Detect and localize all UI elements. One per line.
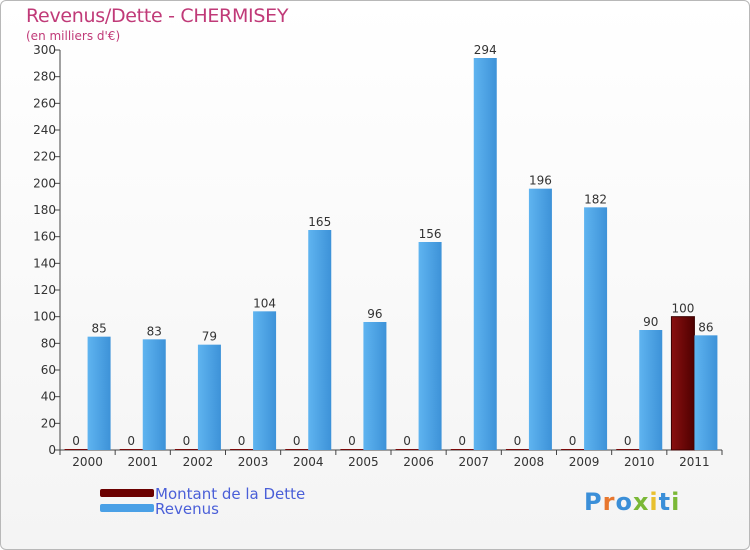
y-tick-label: 160	[33, 230, 56, 244]
y-tick-label: 20	[41, 416, 56, 430]
x-tick-label: 2010	[624, 455, 655, 469]
chart-bars	[64, 58, 718, 451]
x-tick-label: 2006	[403, 455, 434, 469]
data-label-revenus: 104	[253, 296, 276, 310]
x-tick-label: 2003	[238, 455, 269, 469]
bar-dette	[450, 449, 474, 450]
data-label-dette: 0	[183, 434, 191, 448]
x-tick-label: 2008	[514, 455, 545, 469]
bar-dette	[670, 316, 695, 451]
bar-revenus	[639, 330, 663, 450]
y-tick-label: 140	[33, 256, 56, 270]
logo-letter: o	[615, 488, 633, 516]
y-tick-label: 0	[48, 443, 56, 457]
logo-letter: P	[584, 488, 603, 516]
data-label-dette: 0	[72, 434, 80, 448]
data-label-revenus: 182	[584, 192, 607, 206]
y-tick-label: 220	[33, 150, 56, 164]
data-label-dette: 0	[293, 434, 301, 448]
logo-letter: r	[602, 488, 616, 516]
y-tick-label: 100	[33, 310, 56, 324]
y-tick-label: 60	[41, 363, 56, 377]
data-label-revenus: 86	[698, 320, 713, 334]
data-label-dette: 0	[403, 434, 411, 448]
bar-revenus	[253, 311, 277, 450]
data-label-revenus: 165	[308, 215, 331, 229]
x-tick-label: 2009	[569, 455, 600, 469]
data-label-dette: 0	[514, 434, 522, 448]
y-tick-label: 40	[41, 390, 56, 404]
bar-revenus	[584, 207, 608, 450]
data-label-dette: 0	[569, 434, 577, 448]
chart-labels: 2000 0 85 2001 0 83 2002 0 79 2003 0 104 2004 0 165 200…	[72, 43, 713, 469]
logo-letter: i	[649, 488, 659, 516]
y-tick-label: 260	[33, 96, 56, 110]
bar-revenus	[197, 344, 221, 450]
bar-dette	[340, 449, 364, 450]
data-label-revenus: 294	[474, 43, 497, 57]
x-tick-label: 2000	[72, 455, 103, 469]
bar-revenus	[142, 339, 166, 450]
data-label-revenus: 85	[91, 322, 106, 336]
proxiti-logo: Proxiti	[584, 488, 680, 516]
data-label-dette: 0	[238, 434, 246, 448]
bar-dette	[616, 449, 640, 450]
bar-dette	[561, 449, 585, 450]
bar-dette	[285, 449, 309, 450]
legend-label-revenus: Revenus	[155, 500, 219, 518]
bar-revenus	[528, 188, 552, 450]
logo-letter: i	[671, 488, 681, 516]
x-tick-label: 2001	[127, 455, 158, 469]
chart-title: Revenus/Dette - CHERMISEY	[26, 5, 289, 27]
chart-subtitle: (en milliers d'€)	[26, 29, 121, 43]
bar-revenus	[418, 242, 442, 450]
legend-swatch-revenus	[100, 504, 154, 512]
bar-dette	[230, 449, 254, 450]
data-label-dette: 0	[624, 434, 632, 448]
x-tick-label: 2005	[348, 455, 379, 469]
bar-dette	[174, 449, 198, 450]
logo-letter: t	[658, 488, 672, 516]
legend-swatch-debt	[100, 489, 154, 497]
legend-label-debt: Montant de la Dette	[155, 485, 306, 503]
bar-dette	[505, 449, 529, 450]
data-label-revenus: 90	[643, 315, 658, 329]
y-tick-label: 180	[33, 203, 56, 217]
y-tick-label: 240	[33, 123, 56, 137]
data-label-revenus: 196	[529, 174, 552, 188]
bar-revenus	[87, 336, 111, 450]
data-label-revenus: 96	[367, 307, 382, 321]
bar-revenus	[473, 58, 497, 450]
y-tick-label: 120	[33, 283, 56, 297]
chart-axes: 0 20 40 60 80 100 120 140 160 180 200 220 240 260 280 3…	[33, 43, 723, 457]
bar-dette	[395, 449, 419, 450]
bar-revenus	[694, 335, 718, 450]
x-tick-label: 2002	[183, 455, 214, 469]
y-tick-label: 80	[41, 336, 56, 350]
x-tick-label: 2011	[679, 455, 710, 469]
data-label-dette: 0	[127, 434, 135, 448]
bar-dette	[119, 449, 143, 450]
x-tick-label: 2004	[293, 455, 324, 469]
x-tick-label: 2007	[458, 455, 489, 469]
data-label-revenus: 83	[147, 324, 162, 338]
data-label-revenus: 156	[419, 227, 442, 241]
y-tick-label: 280	[33, 70, 56, 84]
bar-dette	[64, 449, 88, 450]
bar-revenus	[308, 230, 332, 450]
y-tick-label: 300	[33, 43, 56, 57]
data-label-revenus: 79	[202, 330, 217, 344]
data-label-dette: 0	[458, 434, 466, 448]
y-tick-label: 200	[33, 176, 56, 190]
data-label-dette: 100	[671, 302, 694, 316]
data-label-dette: 0	[348, 434, 356, 448]
logo-letter: x	[632, 488, 650, 516]
bar-revenus	[363, 322, 387, 450]
